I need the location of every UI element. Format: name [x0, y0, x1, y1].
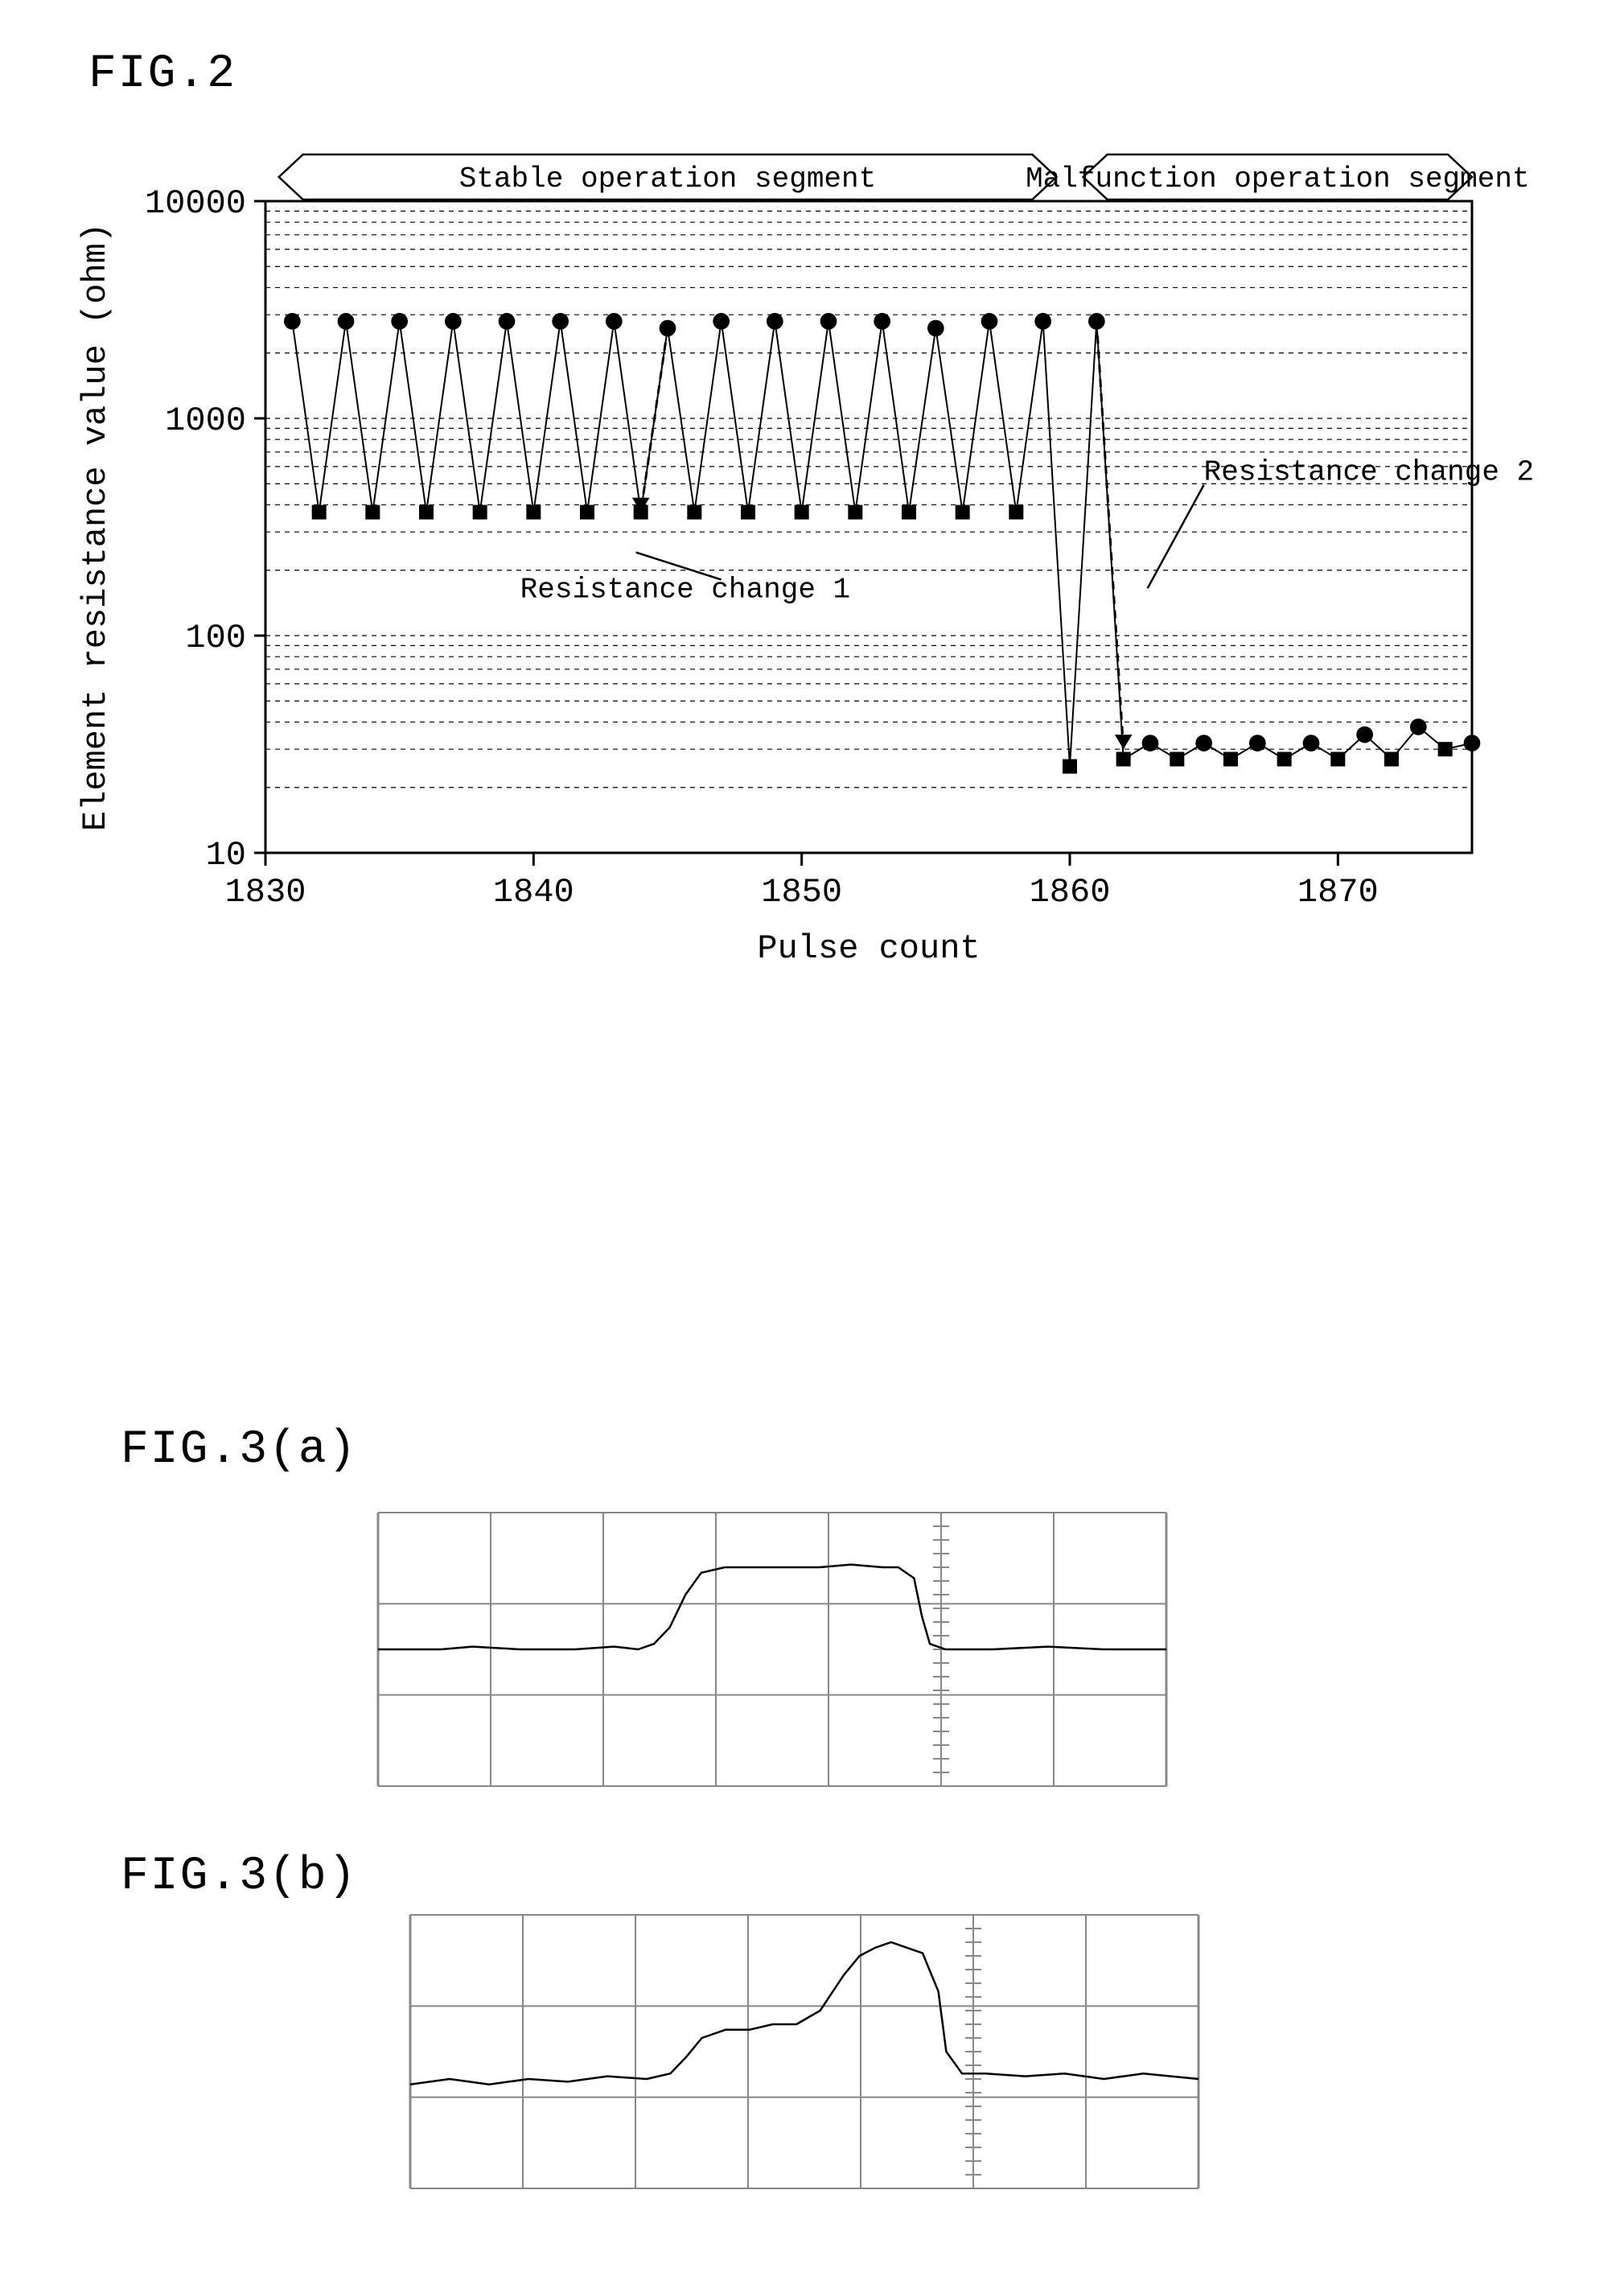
marker-circle [1249, 735, 1266, 751]
res-change-1-label: Resistance change 1 [520, 573, 850, 606]
marker-square [848, 505, 862, 520]
svg-text:100: 100 [185, 619, 246, 657]
svg-text:1870: 1870 [1297, 873, 1379, 912]
marker-circle [391, 313, 408, 330]
marker-circle [606, 313, 623, 330]
marker-circle [927, 320, 944, 337]
marker-square [473, 505, 487, 520]
fig3b-label: FIG.3(b) [121, 1850, 357, 1903]
marker-square [419, 505, 434, 520]
marker-square [1223, 752, 1238, 767]
marker-circle [820, 313, 837, 330]
svg-text:1840: 1840 [493, 873, 574, 912]
fig2-label: FIG.2 [88, 48, 236, 101]
marker-circle [552, 313, 569, 330]
marker-square [687, 505, 701, 520]
marker-square [956, 505, 970, 520]
marker-circle [284, 313, 301, 330]
marker-circle [1410, 718, 1427, 735]
marker-circle [1303, 735, 1320, 751]
page: FIG.2 1830 1840 1850 1860 1870 10 100 1000 10000… [0, 0, 1624, 2293]
marker-circle [445, 313, 462, 330]
marker-circle [1195, 735, 1212, 751]
marker-square [795, 505, 809, 520]
svg-text:Malfunction operation segment: Malfunction operation segment [1026, 163, 1530, 196]
res-change-2-label: Resistance change 2 [1204, 456, 1534, 489]
fig3a-scope [370, 1505, 1174, 1794]
fig2-ylabel: Element resistance value (ohm) [76, 223, 115, 831]
fig2-chart: 1830 1840 1850 1860 1870 10 100 1000 10000 Pulse … [48, 145, 1577, 1030]
marker-square [526, 505, 541, 520]
scope-trace [410, 1942, 1198, 2085]
marker-square [902, 505, 916, 520]
fig3a-label: FIG.3(a) [121, 1424, 357, 1476]
svg-text:1860: 1860 [1030, 873, 1111, 912]
marker-square [741, 505, 755, 520]
marker-square [1116, 752, 1131, 767]
svg-text:1850: 1850 [761, 873, 842, 912]
svg-text:10000: 10000 [145, 184, 246, 223]
marker-square [1438, 742, 1453, 756]
marker-circle [1356, 727, 1373, 743]
fig2-xlabel: Pulse count [757, 929, 980, 968]
marker-square [365, 505, 380, 520]
marker-circle [713, 313, 730, 330]
svg-text:1830: 1830 [225, 873, 306, 912]
marker-circle [1464, 735, 1481, 751]
svg-text:1000: 1000 [165, 401, 246, 440]
fig3b-scope [402, 1907, 1207, 2196]
marker-square [1063, 760, 1077, 774]
svg-text:10: 10 [206, 836, 246, 875]
marker-circle [338, 313, 355, 330]
marker-square [1384, 752, 1399, 767]
marker-circle [1034, 313, 1051, 330]
marker-circle [1142, 735, 1159, 751]
fig2-series-line [292, 321, 1472, 766]
marker-circle [767, 313, 783, 330]
marker-circle [874, 313, 890, 330]
marker-square [1277, 752, 1292, 767]
marker-square [312, 505, 327, 520]
marker-square [1330, 752, 1345, 767]
marker-square [1009, 505, 1023, 520]
svg-text:Stable operation segment: Stable operation segment [459, 163, 876, 196]
marker-circle [981, 313, 998, 330]
marker-square [580, 505, 594, 520]
marker-square [1170, 752, 1184, 767]
scope-trace [378, 1565, 1166, 1649]
marker-circle [499, 313, 516, 330]
